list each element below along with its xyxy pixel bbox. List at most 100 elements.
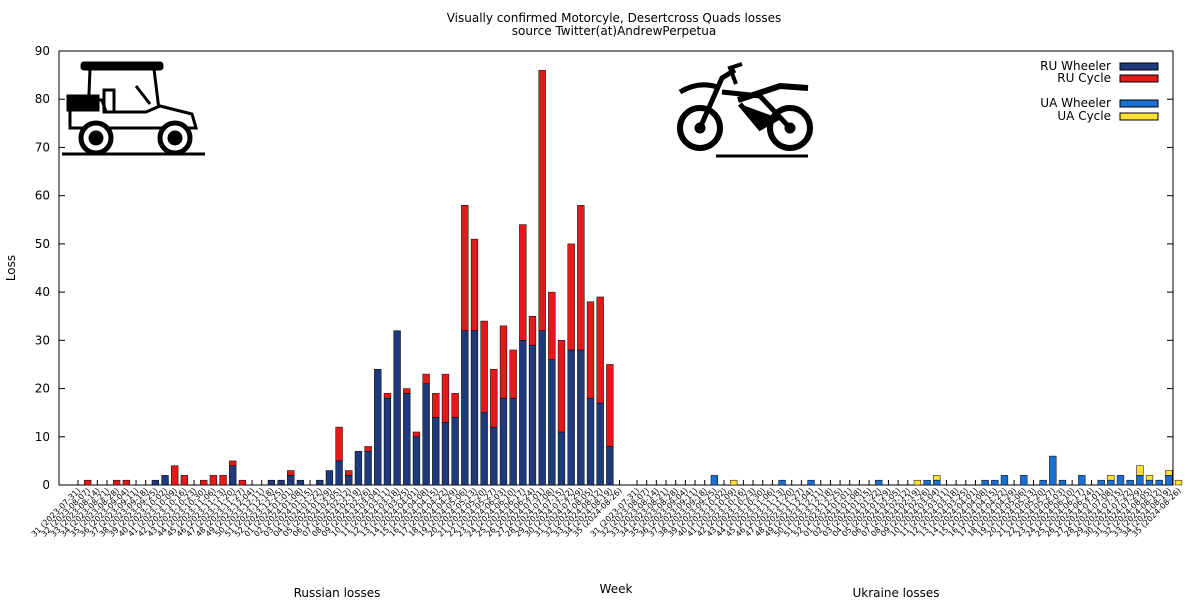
bar-ru-cycle [557,340,566,433]
bar-ua-cycle [730,479,738,486]
bar-ru-wheeler [267,479,276,486]
bar-ru-wheeler [277,479,285,486]
bar-ua-cycle [1145,475,1154,481]
bar-ru-wheeler [412,436,421,486]
bar-ua-wheeler [1078,475,1086,486]
bar-ru-cycle [238,479,247,486]
bar-ru-wheeler [383,397,392,486]
bar-ru-wheeler [490,426,498,486]
bar-ru-wheeler [403,393,411,486]
legend-swatch-ru-cycle [1119,74,1159,83]
bar-ua-wheeler [807,479,815,486]
bar-ru-wheeler [161,475,169,486]
y-tick-label: 0 [42,478,50,492]
group-label-ukraine: Ukraine losses [853,586,940,600]
bar-ru-wheeler [354,450,363,486]
bar-ru-cycle [451,393,459,418]
x-axis-label: Week [600,582,633,596]
bar-ua-cycle [1174,479,1183,486]
y-axis-label: Loss [4,255,18,281]
bar-ru-cycle [209,475,218,486]
bar-ru-wheeler [393,330,401,486]
bar-ru-cycle [180,475,189,486]
bar-ua-wheeler [1097,479,1105,486]
bar-ru-cycle [577,205,585,351]
bar-ru-cycle [345,470,353,476]
bars [84,70,1183,486]
y-tick-label: 90 [35,44,50,58]
bar-ru-cycle [412,431,421,438]
bar-ru-wheeler [151,479,160,486]
bar-ru-cycle [567,243,575,351]
bar-ua-wheeler [1145,479,1154,486]
x-axis: 31 (2023-07-31)32 (2023-08-07)33 (2023-0… [30,480,1183,539]
bar-ru-cycle [335,426,343,462]
bar-ru-wheeler [461,330,469,486]
bar-ru-wheeler [499,397,508,486]
bar-ru-cycle [596,296,604,404]
bar-ru-cycle [229,460,237,466]
bar-ru-cycle [84,479,92,486]
bar-ua-wheeler [1155,479,1163,486]
bar-ua-wheeler [1165,475,1173,486]
bar-ua-wheeler [1116,475,1125,486]
bar-ru-wheeler [316,479,324,486]
bar-ru-wheeler [335,460,343,486]
bar-ru-wheeler [596,402,604,486]
bar-ru-wheeler [480,412,488,486]
legend-swatch-ua-wheeler [1119,99,1159,108]
y-tick-label: 70 [35,140,50,154]
bar-ru-cycle [499,325,508,399]
bar-ru-wheeler [374,369,382,486]
bar-ru-cycle [461,205,469,331]
legend-label: RU Wheeler [1040,59,1111,73]
bar-ru-cycle [432,393,440,418]
bar-ru-wheeler [451,417,459,486]
bar-ru-wheeler [345,475,353,486]
bar-ua-wheeler [1136,475,1144,486]
bar-ru-cycle [538,70,546,331]
bar-ru-cycle [113,479,121,486]
bar-ru-wheeler [586,397,595,486]
bar-ua-wheeler [1000,475,1009,486]
plot-frame [58,50,1174,486]
legend-label: UA Cycle [1057,109,1111,123]
y-axis: 0 10 20 30 40 50 60 70 80 90 [35,44,1173,492]
y-tick-label: 40 [35,285,50,299]
bar-ru-cycle [470,238,479,331]
bar-ru-wheeler [606,446,614,486]
bar-ru-wheeler [548,359,556,486]
bar-ru-wheeler [557,431,566,486]
dirt-bike-icon [677,62,813,158]
bar-ru-cycle [528,315,537,346]
y-tick-label: 80 [35,92,50,106]
bar-ua-wheeler [875,479,883,486]
bar-ua-cycle [1107,475,1115,481]
bar-ru-wheeler [422,383,430,486]
bar-ru-cycle [364,446,372,452]
bar-ru-cycle [548,291,556,360]
bar-ru-wheeler [325,470,334,486]
bar-ru-wheeler [441,422,450,486]
bar-ru-wheeler [567,349,575,486]
bar-ua-wheeler [1126,479,1134,486]
bar-ua-wheeler [1049,455,1057,486]
bar-ru-wheeler [519,340,527,486]
bar-ua-cycle [913,479,922,486]
chart-subtitle: source Twitter(at)AndrewPerpetua [512,24,716,38]
legend-label: UA Wheeler [1040,96,1111,110]
bar-ua-wheeler [933,479,941,486]
bar-ru-cycle [490,369,498,428]
bar-ru-cycle [480,320,488,413]
bar-ru-cycle [509,349,517,399]
bar-ru-wheeler [364,450,372,486]
bar-ua-wheeler [923,479,931,486]
legend-swatch-ua-cycle [1119,112,1159,121]
y-tick-label: 10 [35,430,50,444]
chart-title: Visually confirmed Motorcyle, Desertcros… [447,11,782,25]
bar-ua-cycle [1136,465,1144,476]
bar-ru-cycle [403,388,411,394]
bar-ua-wheeler [991,479,999,486]
